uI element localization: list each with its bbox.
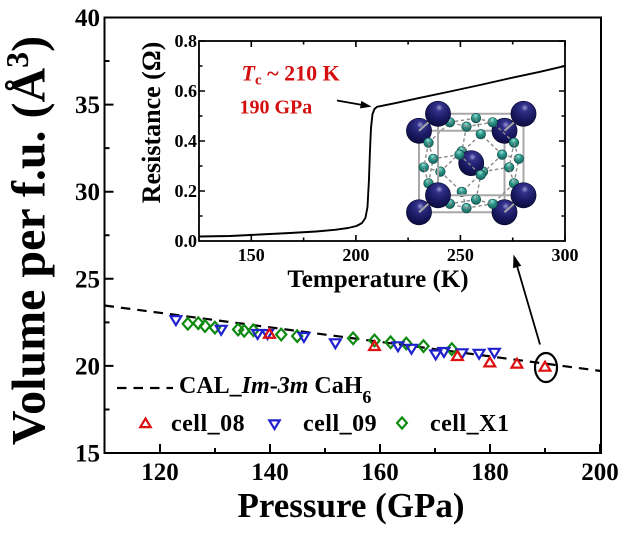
svg-text:cell_X1: cell_X1 [430, 411, 509, 437]
svg-text:20: 20 [75, 353, 100, 380]
svg-text:200: 200 [581, 459, 619, 486]
svg-text:140: 140 [251, 459, 289, 486]
svg-text:0.4: 0.4 [175, 131, 198, 151]
svg-text:0.0: 0.0 [175, 231, 198, 251]
svg-text:cell_08: cell_08 [171, 411, 245, 437]
svg-text:Pressure (GPa): Pressure (GPa) [237, 486, 464, 525]
svg-text:0.6: 0.6 [175, 81, 198, 101]
svg-text:250: 250 [447, 245, 474, 265]
svg-text:200: 200 [342, 245, 369, 265]
svg-text:Tc ~ 210 K: Tc ~ 210 K [242, 61, 340, 89]
svg-text:Volume per f.u. (Å3): Volume per f.u. (Å3) [0, 36, 56, 445]
svg-text:25: 25 [75, 266, 100, 293]
svg-text:120: 120 [141, 459, 179, 486]
svg-text:180: 180 [471, 459, 509, 486]
svg-text:0.2: 0.2 [175, 181, 198, 201]
svg-text:Temperature (K): Temperature (K) [287, 266, 468, 293]
svg-text:cell_09: cell_09 [303, 411, 377, 437]
svg-text:0.8: 0.8 [175, 31, 198, 51]
svg-text:Resistance (Ω): Resistance (Ω) [137, 42, 166, 204]
svg-text:15: 15 [75, 441, 100, 468]
svg-text:190 GPa: 190 GPa [240, 97, 313, 119]
svg-text:300: 300 [552, 245, 579, 265]
svg-text:35: 35 [75, 92, 100, 119]
svg-text:150: 150 [238, 245, 265, 265]
svg-text:30: 30 [75, 179, 100, 206]
svg-text:40: 40 [75, 5, 100, 32]
svg-text:160: 160 [361, 459, 399, 486]
